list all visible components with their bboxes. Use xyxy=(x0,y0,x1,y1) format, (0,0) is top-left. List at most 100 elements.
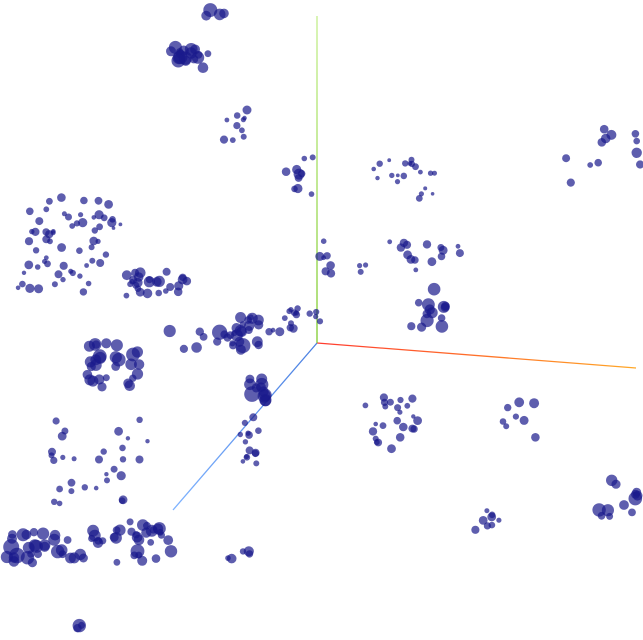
data-point xyxy=(455,249,464,258)
x-axis-line xyxy=(316,342,637,369)
data-point xyxy=(91,340,101,349)
data-point xyxy=(397,396,404,404)
data-point xyxy=(131,346,143,358)
data-point xyxy=(110,532,122,544)
data-point xyxy=(179,344,188,353)
data-point xyxy=(189,54,199,64)
data-point xyxy=(239,548,247,555)
data-point xyxy=(413,416,422,425)
data-point xyxy=(249,413,258,422)
data-point xyxy=(399,422,408,432)
data-point xyxy=(48,533,61,546)
data-point xyxy=(320,238,327,244)
data-point xyxy=(130,544,145,558)
data-point xyxy=(21,270,27,275)
data-point xyxy=(251,449,260,458)
data-point xyxy=(395,173,400,178)
data-point xyxy=(219,135,229,144)
data-point xyxy=(251,336,263,348)
data-point xyxy=(426,307,438,319)
data-point xyxy=(9,547,25,564)
data-point xyxy=(89,257,96,264)
data-point xyxy=(135,267,146,279)
data-point xyxy=(632,490,643,501)
data-point xyxy=(275,327,285,337)
data-point xyxy=(326,261,335,270)
data-point xyxy=(239,127,245,134)
data-point xyxy=(488,521,496,529)
data-point xyxy=(80,196,88,205)
data-point xyxy=(99,537,107,545)
data-point xyxy=(380,398,389,406)
data-point xyxy=(151,554,161,563)
data-point xyxy=(418,169,423,175)
data-point xyxy=(125,436,131,441)
data-point xyxy=(396,243,406,252)
data-point xyxy=(67,478,76,487)
data-point xyxy=(29,528,39,537)
data-point xyxy=(225,555,231,561)
data-point xyxy=(313,308,320,316)
data-point xyxy=(74,548,87,561)
data-point xyxy=(179,273,187,281)
data-point xyxy=(141,527,152,538)
data-point xyxy=(418,191,424,197)
data-point xyxy=(241,419,248,426)
data-point xyxy=(619,500,629,510)
data-point xyxy=(243,454,251,461)
data-point xyxy=(51,498,58,505)
data-point xyxy=(91,215,97,220)
data-point xyxy=(69,269,76,277)
data-point xyxy=(51,281,58,288)
data-point xyxy=(407,322,416,331)
data-point xyxy=(529,398,540,409)
data-point xyxy=(427,257,437,267)
data-point xyxy=(432,170,437,176)
data-point xyxy=(190,44,201,55)
data-point xyxy=(430,192,435,196)
data-point xyxy=(56,485,63,493)
data-point xyxy=(73,624,82,633)
data-point xyxy=(60,276,66,283)
data-point xyxy=(127,281,134,288)
data-point xyxy=(488,511,496,519)
data-point xyxy=(37,527,50,540)
data-point xyxy=(104,472,109,477)
data-point xyxy=(88,529,101,542)
data-point xyxy=(504,403,512,412)
data-point xyxy=(203,3,218,18)
data-point xyxy=(97,382,107,392)
data-point xyxy=(387,158,392,163)
data-point xyxy=(244,386,260,402)
data-point xyxy=(102,251,110,258)
data-point xyxy=(290,309,298,317)
data-point xyxy=(484,508,490,514)
data-point xyxy=(455,243,461,249)
data-point xyxy=(101,338,112,349)
data-point xyxy=(427,170,434,176)
data-point xyxy=(316,318,324,325)
data-point xyxy=(121,270,132,281)
data-point xyxy=(243,546,254,557)
data-point xyxy=(244,316,252,324)
data-point xyxy=(242,105,252,115)
data-point xyxy=(234,325,247,337)
data-point xyxy=(118,497,126,505)
data-point xyxy=(379,422,387,429)
data-point xyxy=(89,236,98,246)
data-point xyxy=(301,155,308,162)
data-point xyxy=(631,130,640,138)
data-point xyxy=(26,207,34,216)
z-axis-line xyxy=(172,342,318,511)
data-point xyxy=(440,303,450,312)
data-point xyxy=(118,222,123,227)
data-point xyxy=(244,378,256,391)
data-point xyxy=(237,431,243,438)
data-point xyxy=(234,336,245,347)
data-point xyxy=(395,433,405,442)
data-point xyxy=(116,471,126,481)
data-point xyxy=(131,368,144,380)
data-point xyxy=(224,117,230,123)
